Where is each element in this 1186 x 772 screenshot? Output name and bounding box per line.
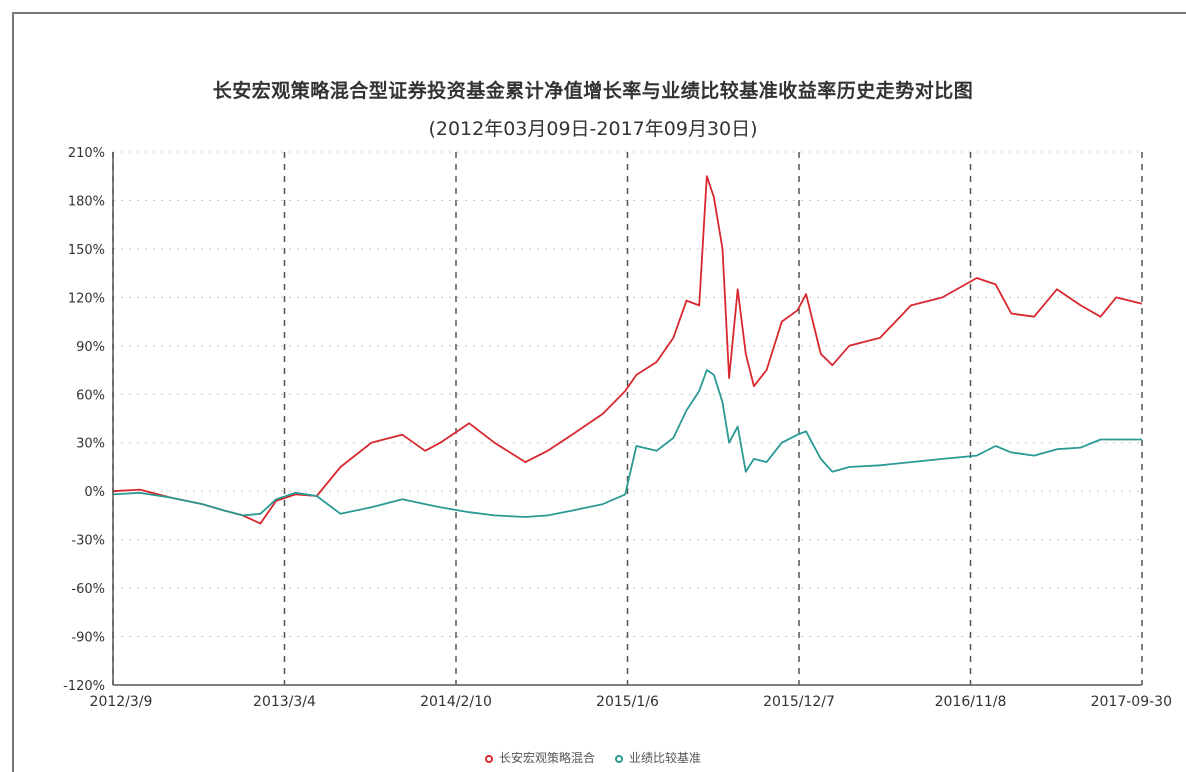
y-tick-label: -90% [71, 631, 105, 646]
x-tick-label: 2016/11/8 [935, 694, 1007, 710]
chart-title: 长安宏观策略混合型证券投资基金累计净值增长率与业绩比较基准收益率历史走势对比图 [212, 80, 974, 102]
y-tick-label: 180% [68, 194, 105, 209]
legend-item[interactable]: 长安宏观策略混合 [484, 749, 595, 766]
legend: 长安宏观策略混合 业绩比较基准 [0, 749, 1186, 766]
y-tick-label: 60% [76, 388, 105, 403]
y-axis-ticks: 210% 180% 150% 120% 90% 60% 30% 0% -30% -60% -90% -… [63, 146, 105, 694]
y-tick-label: -120% [63, 679, 105, 694]
y-tick-label: 90% [76, 340, 105, 355]
x-tick-label: 2015/1/6 [596, 694, 659, 710]
x-axis-ticks: 2012/3/9 2013/3/4 2014/2/10 2015/1/6 2015/12… [90, 694, 1172, 710]
grid-lines [112, 151, 1143, 686]
legend-marker [484, 754, 493, 763]
y-tick-label: -30% [71, 534, 105, 549]
series-lines [112, 175, 1143, 525]
x-tick-label: 2013/3/4 [253, 694, 316, 710]
y-tick-label: 120% [68, 291, 105, 306]
legend-marker [615, 754, 623, 763]
legend-label: 业绩比较基准 [629, 751, 702, 765]
legend-item[interactable]: 业绩比较基准 [615, 749, 701, 766]
y-tick-label: 150% [68, 243, 105, 258]
legend-label: 长安宏观策略混合 [498, 751, 595, 765]
series-line-1 [112, 369, 1142, 518]
x-tick-label: 2014/2/10 [420, 694, 492, 710]
y-tick-label: 210% [68, 146, 105, 161]
y-tick-label: 30% [76, 437, 105, 452]
y-tick-label: -60% [71, 582, 105, 597]
x-tick-label: 2015/12/7 [763, 694, 835, 710]
axes [112, 152, 1142, 686]
chart-frame [12, 12, 1186, 772]
chart-subtitle: (2012年03月09日-2017年09月30日) [428, 118, 758, 140]
x-tick-label: 2017-09-30 [1091, 694, 1172, 710]
y-tick-label: 0% [84, 485, 105, 500]
x-tick-label: 2012/3/9 [90, 694, 153, 710]
